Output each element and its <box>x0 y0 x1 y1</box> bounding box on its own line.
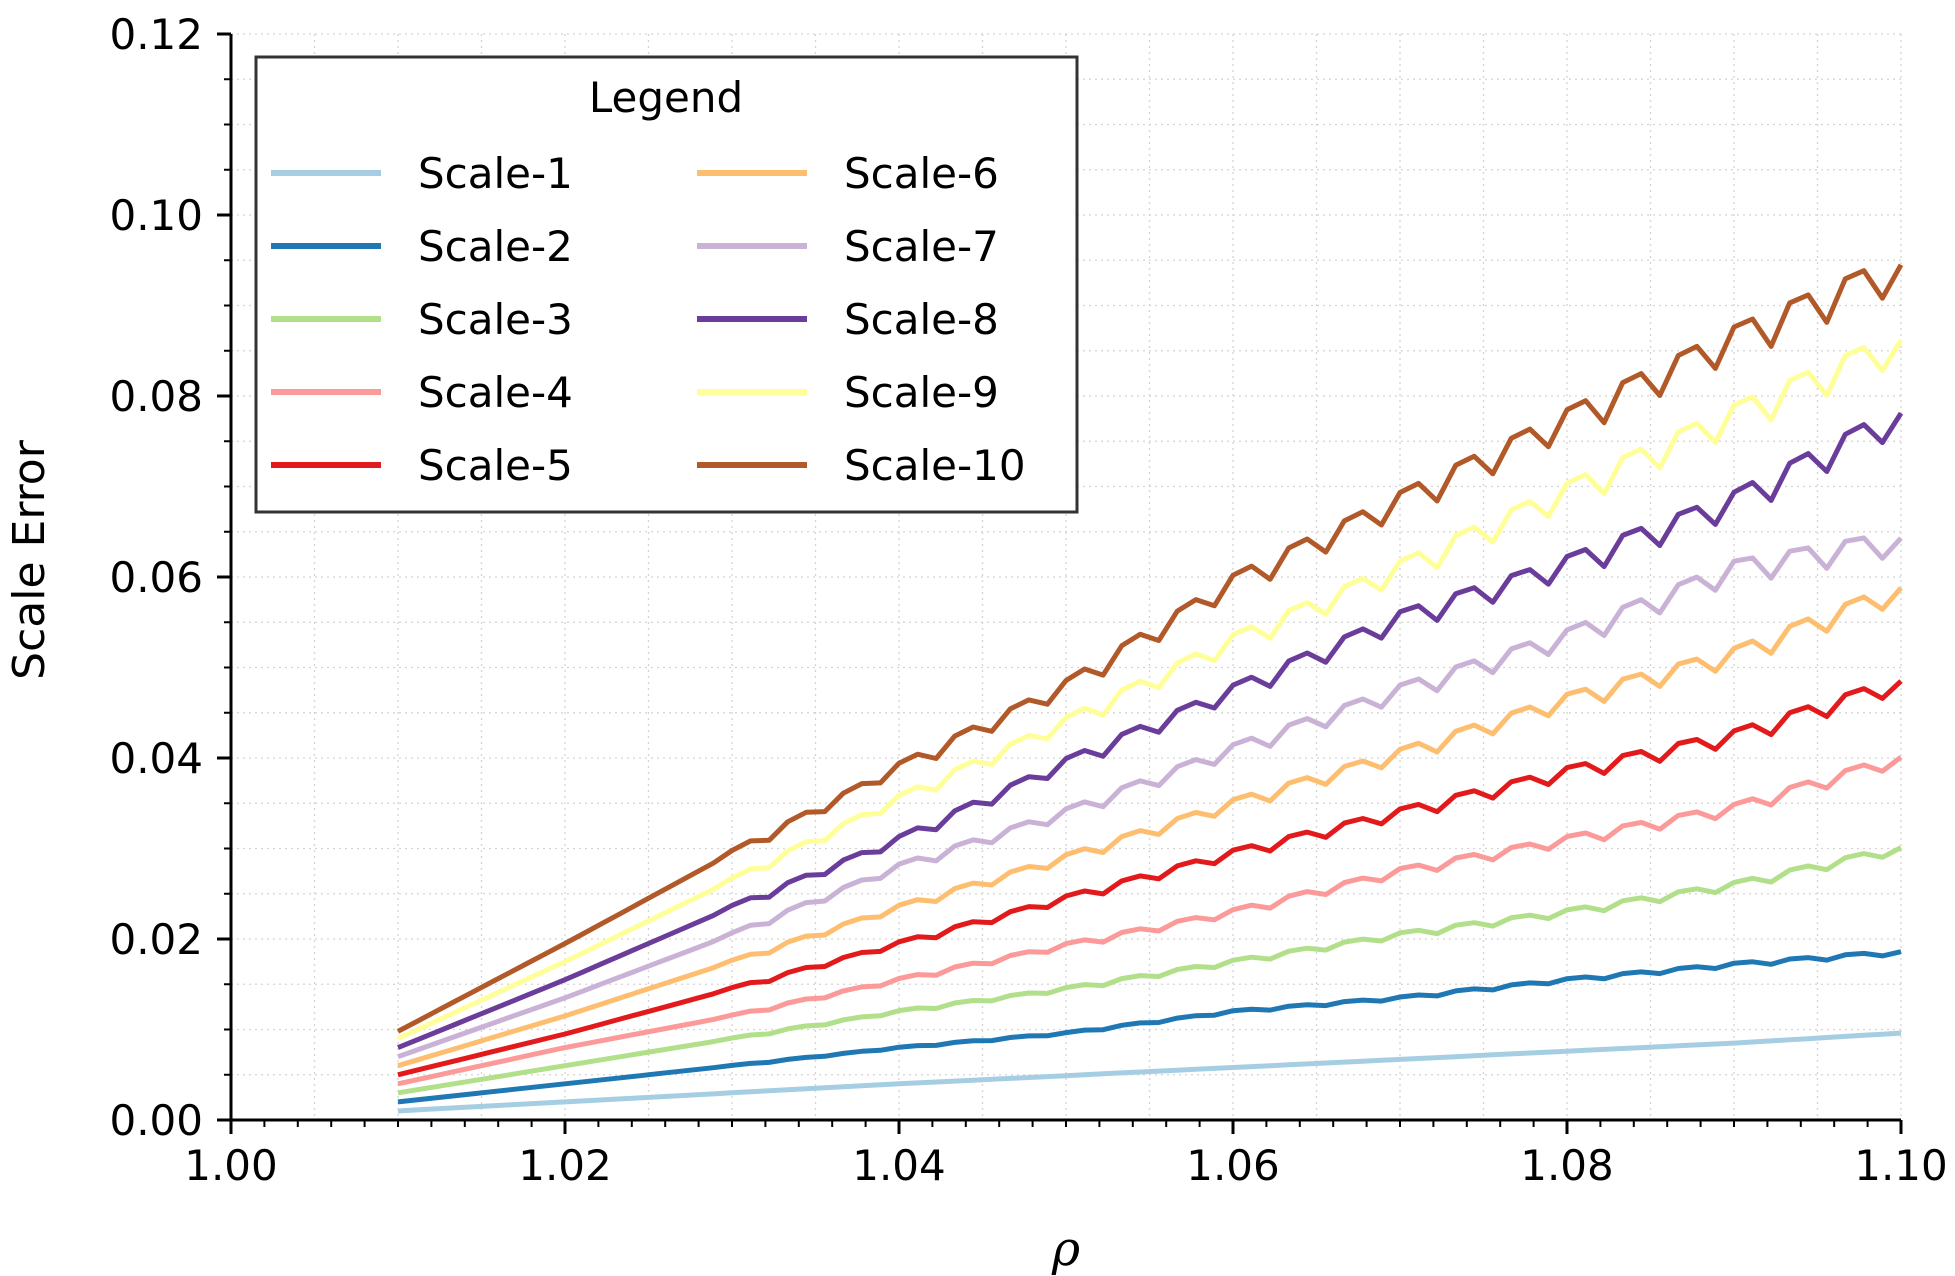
legend-label: Scale-4 <box>418 368 573 417</box>
legend-label: Scale-7 <box>844 222 999 271</box>
legend-title: Legend <box>589 73 743 122</box>
legend-item-scale-8: Scale-8 <box>697 295 999 344</box>
legend-item-scale-3: Scale-3 <box>271 295 573 344</box>
legend-item-scale-4: Scale-4 <box>271 368 573 417</box>
tick-labels: 1.00 1.02 1.04 1.06 1.08 1.10 0.00 0.02 0.04 0.06… <box>109 10 1947 1190</box>
y-axis-title: Scale Error <box>4 439 55 680</box>
y-tick-label: 0.12 <box>109 10 203 59</box>
y-tick-label: 0.02 <box>109 915 203 964</box>
legend-item-scale-10: Scale-10 <box>697 441 1026 490</box>
y-tick-label: 0.00 <box>109 1096 203 1145</box>
series-lines <box>396 263 1904 1114</box>
x-tick-label: 1.02 <box>518 1141 612 1190</box>
x-tick-label: 1.04 <box>852 1141 946 1190</box>
legend-label: Scale-3 <box>418 295 573 344</box>
legend-label: Scale-1 <box>418 149 573 198</box>
legend-item-scale-6: Scale-6 <box>697 149 999 198</box>
legend-item-scale-2: Scale-2 <box>271 222 573 271</box>
x-axis-title: ρ <box>1051 1221 1080 1276</box>
series-line-scale-7 <box>397 535 1903 1060</box>
axes <box>217 32 1903 1134</box>
series-line-scale-6 <box>397 586 1903 1069</box>
x-tick-label: 1.08 <box>1520 1141 1614 1190</box>
legend-item-scale-5: Scale-5 <box>271 441 573 490</box>
legend: Legend Scale-1Scale-2Scale-3Scale-4Scale… <box>254 55 1079 514</box>
series-line-scale-3 <box>397 845 1903 1096</box>
legend-label: Scale-10 <box>844 441 1026 490</box>
legend-item-scale-7: Scale-7 <box>697 222 999 271</box>
y-tick-label: 0.06 <box>109 553 203 602</box>
x-tick-label: 1.06 <box>1186 1141 1280 1190</box>
y-tick-label: 0.04 <box>109 734 203 783</box>
legend-label: Scale-6 <box>844 149 999 198</box>
y-tick-label: 0.10 <box>109 191 203 240</box>
series-line-scale-1 <box>397 1030 1902 1114</box>
x-tick-label: 1.00 <box>184 1141 278 1190</box>
series-line-scale-5 <box>397 679 1903 1078</box>
legend-label: Scale-5 <box>418 441 573 490</box>
x-tick-label: 1.10 <box>1854 1141 1948 1190</box>
series-line-scale-8 <box>397 411 1904 1050</box>
series-line-scale-10 <box>396 263 1904 1034</box>
legend-entries: Scale-1 Scale-2 Scale-3 Scale-4 Scale-5 Scale… <box>271 149 1026 490</box>
legend-label: Scale-2 <box>418 222 573 271</box>
legend-item-scale-9: Scale-9 <box>697 368 999 417</box>
series-line-scale-4 <box>397 755 1903 1087</box>
series-line-scale-9 <box>396 338 1904 1041</box>
legend-box <box>254 55 1079 514</box>
series-line-scale-2 <box>397 949 1902 1105</box>
legend-label: Scale-9 <box>844 368 999 417</box>
legend-item-scale-1: Scale-1 <box>271 149 573 198</box>
y-tick-label: 0.08 <box>109 372 203 421</box>
legend-label: Scale-8 <box>844 295 999 344</box>
